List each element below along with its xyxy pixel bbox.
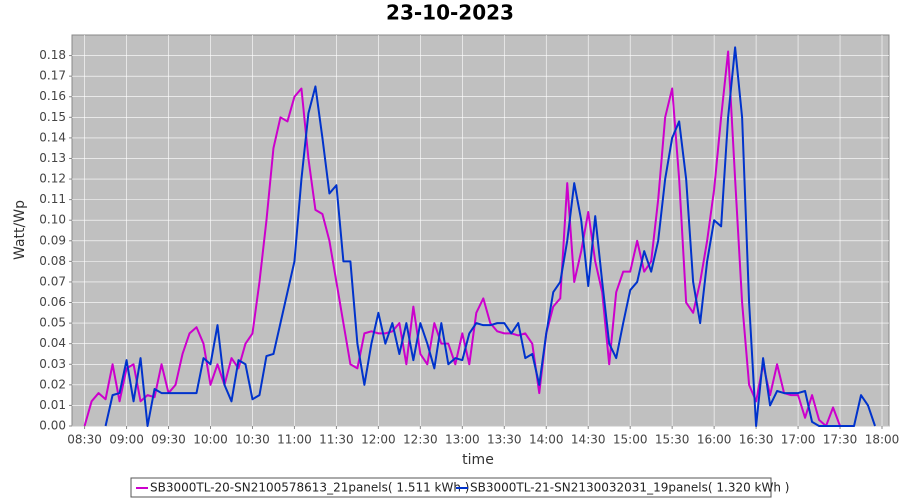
y-tick-label: 0.15 <box>39 110 66 124</box>
series-line <box>83 50 841 427</box>
y-tick-label: 0.02 <box>39 377 66 391</box>
x-tick-label: 09:30 <box>151 433 186 447</box>
x-tick-label: 14:00 <box>529 433 564 447</box>
x-tick-label: 13:30 <box>487 433 522 447</box>
x-tick-label: 18:00 <box>865 433 900 447</box>
y-tick-label: 0.16 <box>39 89 66 103</box>
y-axis-label: Watt/Wp <box>12 200 28 260</box>
x-tick-label: 08:30 <box>67 433 102 447</box>
legend-label: SB3000TL-21-SN2130032031_19panels( 1.320… <box>470 481 789 495</box>
y-tick-label: 0.13 <box>39 151 66 165</box>
series-line <box>104 46 876 427</box>
x-tick-label: 17:30 <box>823 433 858 447</box>
y-tick-label: 0.07 <box>39 274 66 288</box>
x-tick-label: 17:00 <box>781 433 816 447</box>
y-tick-label: 0.06 <box>39 295 66 309</box>
y-tick-label: 0.00 <box>39 419 66 433</box>
y-tick-label: 0.18 <box>39 48 66 62</box>
y-tick-label: 0.09 <box>39 233 66 247</box>
legend <box>130 477 772 498</box>
y-tick-label: 0.17 <box>39 69 66 83</box>
x-axis-label: time <box>462 452 494 468</box>
y-tick-label: 0.01 <box>39 398 66 412</box>
plot-area <box>71 34 890 427</box>
x-tick-label: 16:30 <box>739 433 774 447</box>
legend-label: SB3000TL-20-SN2100578613_21panels( 1.511… <box>150 481 469 495</box>
x-tick-label: 13:00 <box>445 433 480 447</box>
x-tick-label: 12:00 <box>361 433 396 447</box>
y-tick-label: 0.04 <box>39 336 66 350</box>
y-tick-label: 0.12 <box>39 172 66 186</box>
x-tick-label: 11:30 <box>319 433 354 447</box>
x-tick-label: 16:00 <box>697 433 732 447</box>
y-tick-label: 0.14 <box>39 130 66 144</box>
y-tick-label: 0.11 <box>39 192 66 206</box>
x-tick-label: 12:30 <box>403 433 438 447</box>
x-tick-label: 15:30 <box>655 433 690 447</box>
x-tick-label: 09:00 <box>109 433 144 447</box>
y-tick-label: 0.03 <box>39 357 66 371</box>
y-tick-label: 0.05 <box>39 316 66 330</box>
x-tick-label: 10:00 <box>193 433 228 447</box>
x-tick-label: 10:30 <box>235 433 270 447</box>
y-tick-label: 0.10 <box>39 213 66 227</box>
x-tick-label: 14:30 <box>571 433 606 447</box>
x-tick-label: 15:00 <box>613 433 648 447</box>
x-tick-label: 11:00 <box>277 433 312 447</box>
chart-title: 23-10-2023 <box>386 1 514 25</box>
y-tick-label: 0.08 <box>39 254 66 268</box>
